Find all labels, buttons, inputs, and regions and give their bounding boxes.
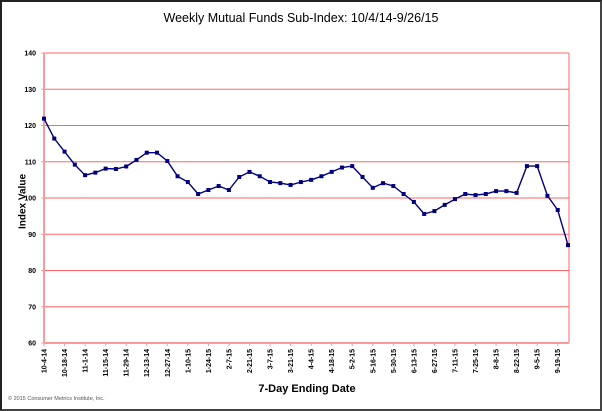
x-tick-label: 5-2-15 bbox=[350, 349, 357, 369]
data-point-marker bbox=[103, 166, 108, 171]
x-tick-label: 10-18-14 bbox=[62, 349, 69, 377]
y-tick-label: 70 bbox=[28, 304, 36, 311]
x-tick-label: 9-19-15 bbox=[555, 349, 562, 373]
x-tick-label: 11-29-14 bbox=[124, 349, 131, 377]
x-tick-label: 11-15-14 bbox=[103, 349, 110, 377]
data-point-marker bbox=[93, 170, 98, 175]
data-point-marker bbox=[432, 209, 437, 214]
data-point-marker bbox=[370, 185, 375, 190]
data-point-marker bbox=[473, 193, 478, 198]
data-point-marker bbox=[483, 192, 488, 197]
data-point-marker bbox=[381, 181, 386, 186]
x-tick-label: 3-21-15 bbox=[288, 349, 295, 373]
x-tick-label: 6-13-15 bbox=[411, 349, 418, 373]
data-point-marker bbox=[514, 190, 519, 195]
data-point-marker bbox=[401, 192, 406, 197]
data-point-marker bbox=[247, 169, 252, 174]
data-point-marker bbox=[339, 165, 344, 170]
x-tick-label: 3-7-15 bbox=[268, 349, 275, 369]
y-tick-label: 100 bbox=[24, 196, 36, 203]
data-point-marker bbox=[175, 174, 180, 179]
data-point-marker bbox=[329, 169, 334, 174]
x-tick-label: 6-27-15 bbox=[432, 349, 439, 373]
x-tick-label: 2-7-15 bbox=[226, 349, 233, 369]
x-tick-label: 10-4-14 bbox=[42, 349, 49, 373]
data-line bbox=[43, 118, 569, 246]
data-point-marker bbox=[555, 207, 560, 212]
data-point-marker bbox=[504, 189, 509, 194]
data-point-marker bbox=[298, 180, 303, 185]
data-point-marker bbox=[62, 149, 67, 154]
x-tick-label: 4-18-15 bbox=[329, 349, 336, 373]
y-tick-label: 90 bbox=[28, 232, 36, 239]
data-point-marker bbox=[422, 211, 427, 216]
data-point-marker bbox=[196, 192, 201, 197]
chart-title: Weekly Mutual Funds Sub-Index: 10/4/14-9… bbox=[163, 11, 439, 25]
x-tick-label: 11-1-14 bbox=[83, 349, 90, 373]
data-point-marker bbox=[216, 184, 221, 189]
y-tick-label: 80 bbox=[28, 268, 36, 275]
data-point-marker bbox=[165, 159, 170, 164]
data-point-marker bbox=[442, 202, 447, 207]
y-axis-label: Index Value bbox=[17, 173, 29, 230]
data-point-marker bbox=[155, 150, 160, 155]
data-point-marker bbox=[524, 164, 529, 169]
data-point-marker bbox=[463, 192, 468, 197]
x-tick-label: 12-13-14 bbox=[144, 349, 151, 377]
data-point-marker bbox=[206, 188, 211, 193]
data-point-marker bbox=[42, 116, 46, 121]
data-point-marker bbox=[288, 182, 293, 187]
data-point-marker bbox=[350, 164, 355, 169]
x-tick-label: 8-8-15 bbox=[494, 349, 501, 369]
data-point-marker bbox=[144, 150, 149, 155]
data-point-marker bbox=[278, 181, 283, 186]
y-tick-label: 130 bbox=[24, 87, 36, 94]
data-point-marker bbox=[411, 199, 416, 204]
x-tick-label: 1-24-15 bbox=[206, 349, 213, 373]
x-tick-label: 7-11-15 bbox=[452, 349, 459, 373]
data-point-marker bbox=[124, 164, 129, 169]
data-point-marker bbox=[319, 174, 324, 179]
data-point-marker bbox=[113, 167, 118, 171]
x-tick-label: 7-25-15 bbox=[473, 349, 480, 373]
y-tick-label: 140 bbox=[24, 51, 36, 58]
x-axis-label: 7-Day Ending Date bbox=[258, 383, 356, 395]
x-tick-label: 5-16-15 bbox=[370, 349, 377, 373]
data-point-marker bbox=[83, 173, 88, 178]
data-point-marker bbox=[134, 157, 139, 162]
y-tick-label: 60 bbox=[28, 341, 36, 348]
x-tick-label: 8-22-15 bbox=[514, 349, 521, 373]
data-point-marker bbox=[268, 180, 273, 185]
x-tick-label: 2-21-15 bbox=[247, 349, 254, 373]
data-point-marker bbox=[360, 174, 365, 179]
data-point-marker bbox=[545, 193, 550, 198]
data-point-marker bbox=[494, 189, 499, 194]
x-tick-label: 12-27-14 bbox=[165, 349, 172, 377]
data-point-marker bbox=[72, 162, 77, 167]
data-point-marker bbox=[309, 177, 314, 182]
data-point-marker bbox=[52, 136, 57, 141]
y-tick-label: 120 bbox=[24, 123, 36, 130]
data-point-marker bbox=[237, 174, 242, 179]
data-point-marker bbox=[452, 197, 457, 202]
x-tick-label: 4-4-15 bbox=[309, 349, 316, 369]
copyright-text: © 2015 Consumer Metrics Institute, Inc. bbox=[8, 396, 105, 402]
data-point-marker bbox=[535, 164, 540, 169]
x-tick-label: 9-5-15 bbox=[535, 349, 542, 369]
data-point-marker bbox=[566, 243, 570, 248]
data-point-marker bbox=[226, 188, 231, 193]
data-point-marker bbox=[185, 180, 190, 185]
data-point-marker bbox=[391, 184, 396, 189]
data-point-marker bbox=[257, 174, 262, 179]
y-tick-label: 110 bbox=[25, 159, 36, 166]
x-tick-label: 5-30-15 bbox=[391, 349, 398, 373]
x-tick-label: 1-10-15 bbox=[185, 349, 192, 373]
